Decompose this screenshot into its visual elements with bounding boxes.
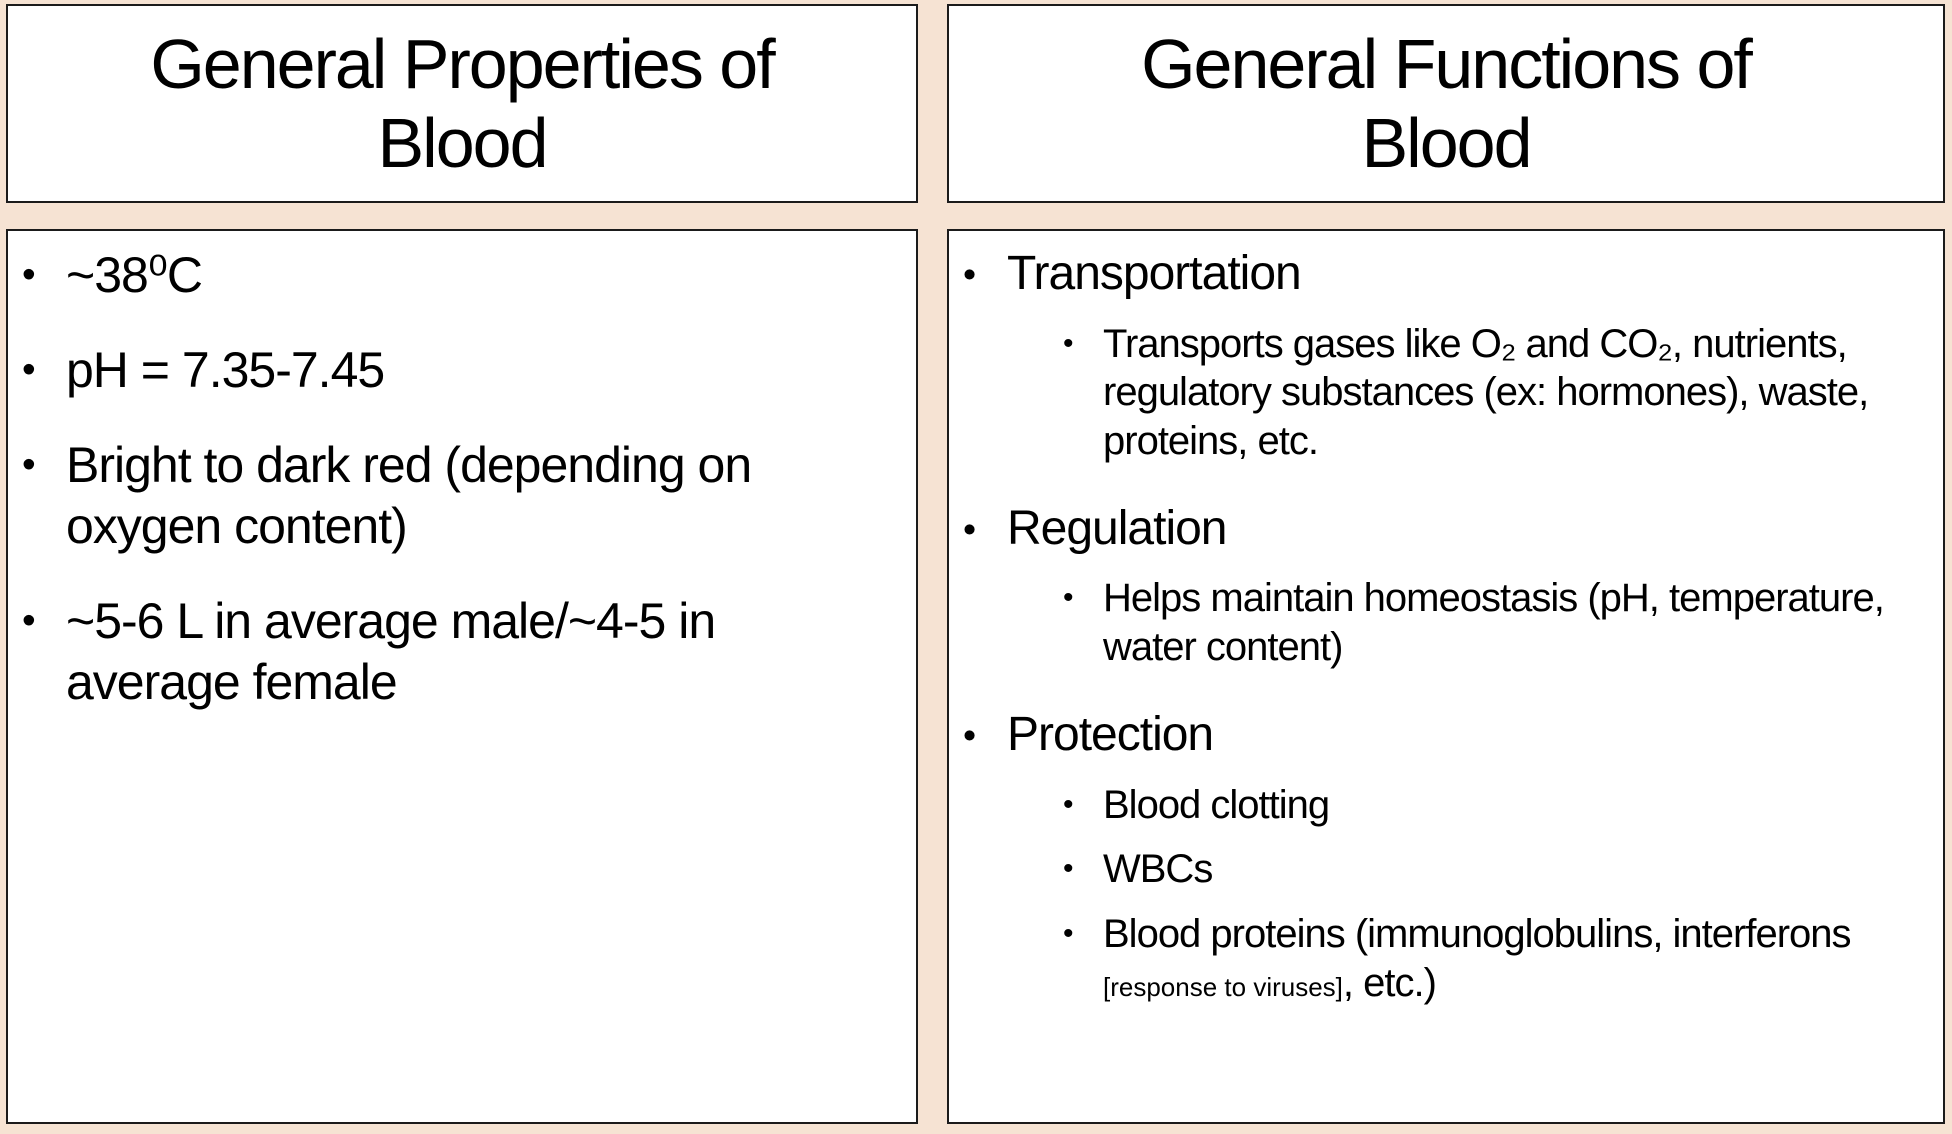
property-bullet-color: Bright to dark red (depending on oxygen … xyxy=(8,435,886,557)
function-heading-regulation: Regulation xyxy=(949,500,1913,559)
blood-proteins-small-note: [response to viruses] xyxy=(1103,972,1343,1003)
function-sub-homeostasis: Helps maintain homeostasis (pH, temperat… xyxy=(1057,574,1913,672)
right-title-panel: General Functions of Blood xyxy=(947,4,1945,203)
function-heading-protection: Protection xyxy=(949,706,1913,765)
function-sub-transports-gases: Transports gases like O₂ and CO₂, nutrie… xyxy=(1057,320,1913,466)
property-bullet-temperature: ~38⁰C xyxy=(8,245,886,306)
blood-proteins-text-end: , etc.) xyxy=(1342,961,1437,1006)
function-heading-transportation: Transportation xyxy=(949,245,1913,304)
property-bullet-volume: ~5-6 L in average male/~4-5 in average f… xyxy=(8,591,886,713)
blood-proteins-text: Blood proteins (immunoglobulins, interfe… xyxy=(1103,912,1852,957)
right-body-panel: Transportation Transports gases like O₂ … xyxy=(947,229,1945,1124)
left-panel-title: General Properties of Blood xyxy=(150,25,775,182)
function-sub-blood-proteins: Blood proteins (immunoglobulins, interfe… xyxy=(1057,910,1913,1008)
function-sub-blood-clotting: Blood clotting xyxy=(1057,781,1913,830)
function-sub-wbcs: WBCs xyxy=(1057,845,1913,894)
right-panel-title: General Functions of Blood xyxy=(1141,25,1753,182)
left-body-panel: ~38⁰C pH = 7.35-7.45 Bright to dark red … xyxy=(6,229,918,1124)
left-title-panel: General Properties of Blood xyxy=(6,4,918,203)
property-bullet-ph: pH = 7.35-7.45 xyxy=(8,340,886,401)
